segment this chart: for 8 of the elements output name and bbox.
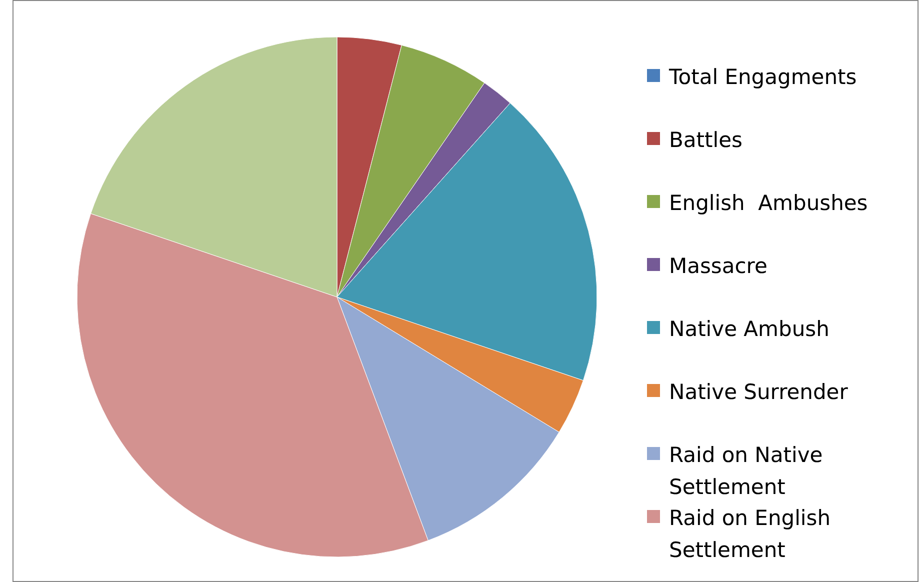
legend-label: Native Surrender	[669, 380, 848, 404]
legend-label: English Ambushes	[669, 190, 868, 215]
legend-label: Raid on English Settlement	[669, 506, 830, 562]
legend-label: Raid on Native Settlement	[669, 442, 823, 499]
legend-label: Total Engagments	[668, 64, 857, 89]
legend-label: Massacre	[669, 254, 768, 278]
legend-label: Battles	[669, 128, 742, 152]
legend-label: Native Ambush	[669, 316, 830, 341]
